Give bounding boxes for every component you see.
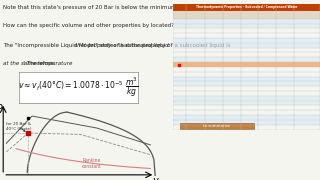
Text: ! Therefore,: ! Therefore, <box>23 61 55 66</box>
FancyBboxPatch shape <box>173 33 320 38</box>
Text: that property of a saturated liquid: that property of a saturated liquid <box>75 43 169 48</box>
Text: Thermodynamic Properties - Subcooled / Compressed Water: Thermodynamic Properties - Subcooled / C… <box>196 5 297 9</box>
FancyBboxPatch shape <box>173 67 320 72</box>
FancyBboxPatch shape <box>173 101 320 105</box>
FancyBboxPatch shape <box>173 86 320 91</box>
FancyBboxPatch shape <box>173 120 320 125</box>
Text: to summarize: to summarize <box>204 124 230 128</box>
FancyBboxPatch shape <box>173 4 320 11</box>
FancyBboxPatch shape <box>180 123 254 129</box>
FancyBboxPatch shape <box>173 48 320 52</box>
FancyBboxPatch shape <box>173 125 320 130</box>
FancyBboxPatch shape <box>173 62 320 67</box>
FancyBboxPatch shape <box>173 28 320 33</box>
FancyBboxPatch shape <box>173 19 320 24</box>
FancyBboxPatch shape <box>173 43 320 48</box>
Text: for 20 Bar &
40°C (State): for 20 Bar & 40°C (State) <box>5 122 31 131</box>
Text: P: P <box>0 104 3 114</box>
FancyBboxPatch shape <box>173 57 320 62</box>
Text: $v \approx v_f(40°C) = 1.0078 \cdot 10^{-5}\ \dfrac{m^3}{kg}$: $v \approx v_f(40°C) = 1.0078 \cdot 10^{… <box>18 75 139 99</box>
FancyBboxPatch shape <box>173 105 320 110</box>
Text: Rankine
constant: Rankine constant <box>81 158 101 169</box>
FancyBboxPatch shape <box>173 11 320 19</box>
FancyBboxPatch shape <box>173 76 320 81</box>
FancyBboxPatch shape <box>173 52 320 57</box>
Text: How can the specific volume and other properties by located?: How can the specific volume and other pr… <box>3 23 174 28</box>
Text: The "Incompressible Liquid Model" states that the property of a subcooled liquid: The "Incompressible Liquid Model" states… <box>3 43 232 48</box>
Text: at the same temperature: at the same temperature <box>3 61 73 66</box>
FancyBboxPatch shape <box>173 110 320 115</box>
FancyBboxPatch shape <box>173 38 320 43</box>
FancyBboxPatch shape <box>173 115 320 120</box>
FancyBboxPatch shape <box>173 81 320 86</box>
FancyBboxPatch shape <box>173 72 320 76</box>
FancyBboxPatch shape <box>173 24 320 28</box>
FancyBboxPatch shape <box>173 91 320 96</box>
Text: v: v <box>152 176 158 180</box>
Text: Note that this state's pressure of 20 Bar is below the minimum pressure found in: Note that this state's pressure of 20 Ba… <box>3 5 320 10</box>
FancyBboxPatch shape <box>173 62 320 67</box>
FancyBboxPatch shape <box>173 96 320 101</box>
